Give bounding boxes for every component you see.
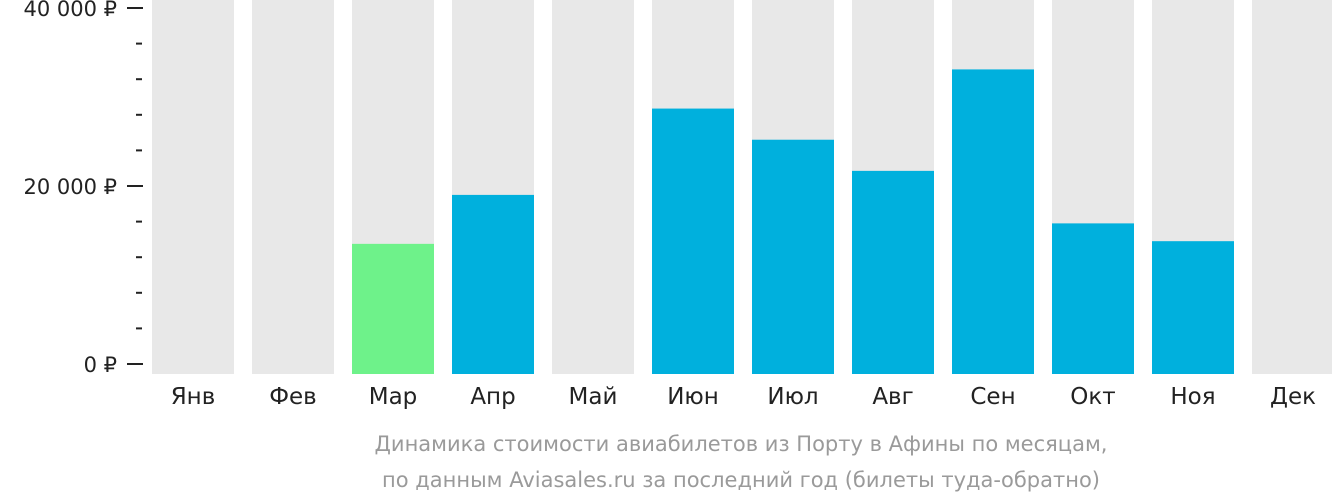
chart-caption-line-2: по данным Aviasales.ru за последний год … — [382, 468, 1100, 492]
bar-7[interactable] — [752, 139, 834, 374]
background-bar-2 — [252, 0, 334, 374]
x-tick-label: Фев — [269, 384, 317, 410]
chart-caption-line-1: Динамика стоимости авиабилетов из Порту … — [374, 432, 1108, 456]
background-bar-1 — [152, 0, 234, 374]
x-tick-label: Янв — [171, 384, 216, 410]
y-tick-label: 20 000 ₽ — [23, 175, 117, 199]
bar-8[interactable] — [852, 170, 934, 374]
data-bars — [352, 69, 1234, 374]
x-tick-label: Окт — [1070, 384, 1115, 410]
x-tick-label: Июн — [667, 384, 719, 410]
x-tick-label: Июл — [767, 384, 818, 410]
x-tick-label: Май — [569, 384, 618, 410]
background-bar-12 — [1252, 0, 1332, 374]
x-tick-label: Сен — [970, 384, 1015, 410]
x-tick-label: Дек — [1270, 384, 1316, 410]
background-bar-5 — [552, 0, 634, 374]
bar-9[interactable] — [952, 69, 1034, 374]
y-tick-label: 40 000 ₽ — [23, 0, 117, 21]
bar-10[interactable] — [1052, 223, 1134, 374]
bar-3[interactable] — [352, 243, 434, 374]
x-tick-label: Ноя — [1170, 384, 1215, 410]
bar-6[interactable] — [652, 108, 734, 374]
x-axis: Янв Фев Мар Апр Май Июн Июл Авг Сен Окт Ноя Дек — [171, 384, 1316, 410]
x-tick-label: Мар — [369, 384, 418, 410]
bar-4[interactable] — [452, 194, 534, 374]
y-axis: 0 ₽ 20 000 ₽ 40 000 ₽ — [23, 0, 143, 377]
bar-11[interactable] — [1152, 241, 1234, 374]
y-tick-label: 0 ₽ — [84, 353, 117, 377]
x-tick-label: Апр — [470, 384, 515, 410]
x-tick-label: Авг — [872, 384, 913, 410]
